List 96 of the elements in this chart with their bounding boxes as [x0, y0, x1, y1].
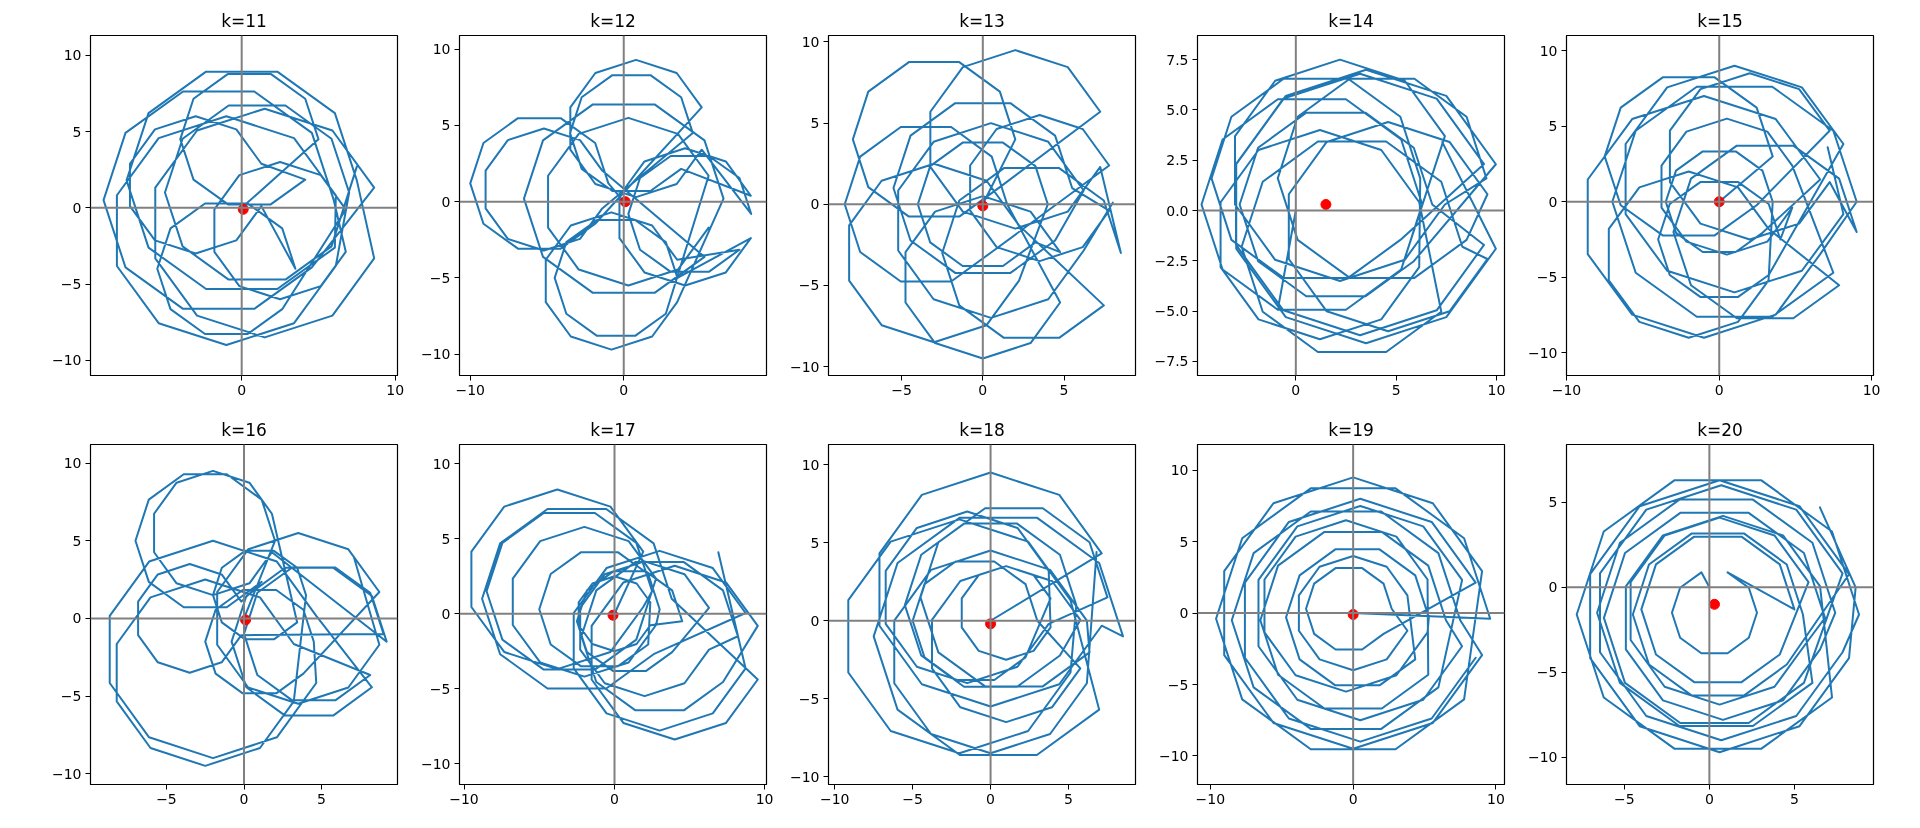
x-tick-label: −5 [156, 790, 177, 807]
x-tick-label: 0 [1704, 790, 1714, 807]
y-tick-label: 10 [1170, 462, 1189, 479]
y-tick-label: −5 [60, 276, 82, 293]
y-tick-label: 0 [441, 605, 451, 622]
line-series [843, 49, 1122, 360]
x-tick-label: 0 [1291, 381, 1301, 398]
x-tick-label: 10 [755, 790, 774, 807]
line-series [108, 469, 388, 767]
y-tick-label: 5 [72, 532, 82, 549]
chart-title: k=17 [590, 419, 636, 440]
y-tick-label: −5 [429, 269, 451, 286]
y-tick-label: −7.5 [1154, 353, 1189, 370]
y-tick-label: 0 [441, 193, 451, 210]
y-tick-label: 5 [1179, 533, 1189, 550]
chart-title: k=20 [1697, 419, 1743, 440]
x-tick-label: −5 [1614, 790, 1635, 807]
y-tick-label: −5 [798, 277, 820, 294]
chart-title: k=18 [959, 419, 1005, 440]
x-tick-label: 0 [610, 790, 619, 807]
y-tick-label: 5 [810, 115, 820, 132]
y-tick-label: −5 [429, 680, 451, 697]
line-series [1586, 64, 1858, 339]
x-tick-label: 5 [1059, 381, 1069, 398]
y-tick-label: 10 [1539, 42, 1558, 59]
y-tick-label: −5.0 [1154, 303, 1189, 320]
y-tick-label: −10 [420, 755, 451, 772]
y-tick-label: 0.0 [1166, 202, 1189, 219]
line-series [1200, 58, 1497, 353]
y-tick-label: 10 [63, 455, 82, 472]
x-tick-label: 0 [619, 381, 629, 398]
x-tick-label: 5 [1789, 790, 1799, 807]
x-tick-label: 0 [239, 790, 249, 807]
y-tick-label: 2.5 [1166, 152, 1189, 169]
y-tick-label: −5 [1167, 676, 1189, 693]
y-tick-label: 0 [1179, 605, 1189, 622]
line-series [1215, 476, 1492, 751]
y-tick-label: 5 [441, 117, 451, 134]
y-tick-label: 0 [72, 610, 82, 627]
y-tick-label: 5 [72, 123, 82, 140]
chart-title: k=12 [590, 10, 636, 31]
y-tick-label: 0 [1548, 193, 1558, 210]
chart-title: k=19 [1328, 419, 1374, 440]
line-series [469, 58, 753, 351]
y-tick-label: −10 [51, 765, 82, 782]
chart-title: k=13 [959, 10, 1005, 31]
y-tick-label: −10 [1527, 749, 1558, 766]
x-tick-label: 0 [237, 381, 247, 398]
y-tick-label: −5 [1536, 269, 1558, 286]
x-tick-label: 5 [1391, 381, 1401, 398]
x-tick-label: −5 [891, 381, 912, 398]
y-tick-label: −5 [798, 690, 820, 707]
x-tick-label: 10 [386, 381, 405, 398]
y-tick-label: −10 [420, 346, 451, 363]
x-tick-label: −10 [1195, 790, 1226, 807]
y-tick-label: 10 [432, 41, 451, 58]
chart-title: k=11 [221, 10, 267, 31]
chart-title: k=15 [1697, 10, 1743, 31]
y-tick-label: −10 [789, 768, 820, 785]
y-tick-label: 5 [1548, 118, 1558, 135]
y-tick-label: −2.5 [1154, 252, 1189, 269]
x-tick-label: 0 [986, 790, 996, 807]
y-tick-label: 10 [432, 455, 451, 472]
x-tick-label: 10 [1862, 381, 1881, 398]
y-tick-label: 0 [72, 199, 82, 216]
chart-title: k=16 [221, 419, 267, 440]
line-series [470, 488, 759, 741]
y-tick-label: −10 [51, 352, 82, 369]
y-tick-label: 0 [1548, 579, 1558, 596]
x-tick-label: 0 [978, 381, 988, 398]
x-tick-label: 0 [1714, 381, 1724, 398]
x-tick-label: 10 [1487, 381, 1506, 398]
chart-title: k=14 [1328, 10, 1374, 31]
y-tick-label: 10 [801, 456, 820, 473]
y-tick-label: 10 [63, 47, 82, 64]
x-tick-label: 5 [317, 790, 326, 807]
x-tick-label: −5 [902, 790, 923, 807]
y-tick-label: −10 [1158, 747, 1189, 764]
y-tick-label: 7.5 [1166, 51, 1189, 68]
y-tick-label: 5 [810, 534, 820, 551]
y-tick-label: −5 [60, 688, 82, 705]
y-tick-label: −5 [1536, 664, 1558, 681]
y-tick-label: 0 [810, 196, 820, 213]
line-series [847, 471, 1125, 757]
x-tick-label: 10 [1487, 790, 1505, 807]
y-tick-label: 5.0 [1166, 101, 1189, 118]
line-series [1575, 479, 1861, 754]
x-tick-label: 5 [1064, 790, 1073, 807]
line-series [102, 70, 376, 347]
y-tick-label: 10 [801, 33, 820, 50]
y-tick-label: −10 [789, 358, 820, 375]
y-tick-label: 5 [1548, 494, 1558, 511]
y-tick-label: −10 [1527, 344, 1558, 361]
y-tick-label: 5 [441, 530, 451, 547]
x-tick-label: 0 [1348, 790, 1358, 807]
y-tick-label: 0 [810, 612, 820, 629]
